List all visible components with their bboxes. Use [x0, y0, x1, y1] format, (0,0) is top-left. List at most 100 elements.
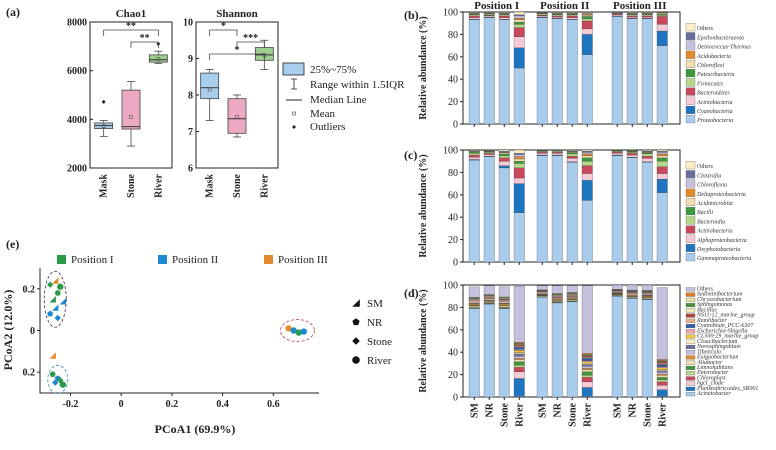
bar-segment [656, 369, 668, 371]
bar-segment [513, 163, 525, 169]
bar-segment [581, 371, 593, 376]
chart-e: PCoA1 (69.9%) PCoA2 (12.0%) -0.2 0 0.2 0.4 0… [1, 254, 392, 436]
group-label: Position III [613, 0, 667, 12]
bar-segment [513, 167, 525, 179]
legend-label: Others [697, 26, 714, 32]
bar-segment [468, 286, 480, 298]
scatter-point [52, 304, 59, 311]
e-ylabel: PCoA2 (12.0%) [1, 290, 15, 371]
bar-segment [581, 369, 593, 372]
bar-segment [498, 305, 510, 308]
mean-marker [207, 87, 212, 92]
bar-segment [641, 149, 653, 152]
legend-swatch [685, 324, 696, 329]
legend-label: Proteobacteria [696, 118, 733, 124]
bar-segment [581, 161, 593, 166]
bar-segment [656, 370, 668, 373]
x-tick-label: Mask [99, 174, 110, 198]
bar-segment [498, 149, 510, 152]
y-tick-label: 80 [448, 303, 458, 314]
legend-label: Cloacibacterium [697, 339, 738, 345]
bar-segment [626, 296, 638, 298]
significance-label: * [235, 45, 240, 56]
group-label: Position II [540, 0, 589, 12]
bar-segment [551, 285, 563, 294]
d-plot: 0 20 40 60 80 100 SM NR Stone River SM NR Stone River… [443, 281, 668, 427]
bar-segment [581, 12, 593, 15]
mean-marker [235, 115, 239, 119]
legend-swatch [685, 23, 696, 32]
scatter-point [47, 310, 54, 317]
bar-segment [656, 161, 668, 167]
bar-segment [641, 292, 653, 295]
bar-segment [581, 358, 593, 361]
bar-segment [468, 300, 480, 303]
legend-swatch [685, 344, 696, 350]
bar-segment [498, 17, 510, 20]
bar-segment [581, 361, 593, 364]
shannon-title: Shannon [216, 8, 258, 20]
legend-swatch [685, 253, 696, 262]
bar-segment [498, 167, 510, 263]
bar-segment [566, 149, 578, 151]
bar-segment [513, 156, 525, 160]
bar-segment [626, 14, 638, 17]
legend-label: CL500-29_marine_group [697, 334, 758, 340]
bar-segment [626, 284, 638, 291]
bar-segment [656, 287, 668, 360]
significance-bracket [209, 53, 265, 60]
legend-swatch [685, 161, 696, 170]
b-group-labels: Position I Position II Position III [474, 0, 666, 12]
bar-segment [581, 150, 593, 153]
bar-segment [498, 15, 510, 18]
bar-segment [656, 379, 668, 383]
legend-swatch [685, 371, 696, 376]
box-legend-item: Mean [310, 108, 336, 120]
bar-segment [513, 24, 525, 28]
scatter-point [49, 371, 56, 377]
bar-segment [566, 158, 578, 162]
bar-segment [513, 36, 525, 48]
bar-segment [641, 16, 653, 19]
box-legend: 25%~75% Range within 1.5IQR Median Line … [282, 62, 405, 133]
bar-segment [656, 362, 668, 364]
bar-segment [468, 149, 480, 151]
bar-segment [551, 15, 563, 18]
bar-segment [498, 155, 510, 158]
bar-segment [536, 13, 548, 16]
legend-swatch [685, 350, 696, 355]
bar-segment [498, 299, 510, 302]
legend-swatch [685, 207, 696, 216]
bar-segment [656, 16, 668, 25]
bar-segment [656, 389, 668, 397]
scatter-point [54, 289, 61, 296]
legend-swatch [685, 243, 696, 252]
bar-segment [566, 298, 578, 300]
b-plot: 0 20 40 60 80 100 [443, 8, 668, 131]
legend-swatch [57, 255, 66, 264]
legend-label: Position I [71, 254, 114, 266]
legend-swatch [685, 339, 696, 344]
x-tick-label: Mask [205, 174, 216, 198]
bar-segment [498, 286, 510, 298]
legend-label: Actinobacteria [696, 229, 733, 235]
y-tick-label: 20 [448, 97, 458, 108]
bar-segment [611, 16, 623, 125]
bar-segment [581, 165, 593, 174]
bar-segment [513, 378, 525, 397]
bar-segment [513, 371, 525, 379]
legend-swatch [685, 292, 696, 297]
legend-label: Sphingomonas [697, 302, 733, 308]
bar-segment [656, 192, 668, 263]
bar-segment [468, 154, 480, 158]
bar-segment [513, 350, 525, 353]
x-tick-label: 0.2 [166, 399, 179, 410]
bar-segment [566, 14, 578, 17]
y-tick-label: 40 [448, 75, 458, 86]
legend-label: Oxyphotobacteria [697, 247, 740, 253]
bar-segment [566, 285, 578, 293]
legend-label: Alphaproteobacteria [696, 238, 747, 244]
bar-segment [566, 162, 578, 263]
legend-label: Bacteroidetes [697, 91, 730, 97]
legend-label: Aliabacter [696, 360, 723, 366]
